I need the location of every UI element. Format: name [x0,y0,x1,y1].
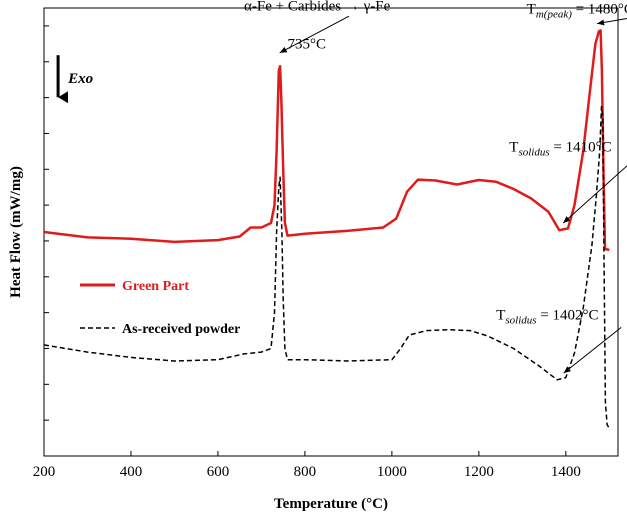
x-tick-label: 200 [33,464,56,480]
annotation-layer: α-Fe + Carbides → γ-Fe 735°C Tm(peak) = 14… [56,0,627,374]
series-line-green-part [43,29,610,252]
annotation-arrow-icon [562,165,627,224]
annotation-arrow-icon [279,15,350,54]
annotation-3: Tsolidus = 1410°C [509,139,611,158]
annotation-1: 735°C [288,36,327,52]
x-tick-label: 600 [207,464,230,480]
x-axis-ticks: 200 400 600 800 1000 1200 1400 [33,451,581,480]
x-tick-label: 1000 [377,464,407,480]
annotation-4: Tsolidus = 1402°C [496,307,598,326]
x-tick-label: 1200 [464,464,494,480]
x-axis-title: Temperature (°C) [274,496,388,512]
legend-label-green-part: Green Part [122,279,189,294]
series-layer [43,29,610,429]
annotation-2: Tm(peak) = 1480°C [527,1,627,20]
legend: Green Part As-received powder [80,279,240,337]
legend-label-as-received: As-received powder [122,322,240,337]
x-tick-label: 1400 [551,464,581,480]
annotation-arrow-icon [597,17,627,26]
series-line-as-received-powder [43,105,610,429]
annotation-arrow-icon [563,326,622,374]
x-tick-label: 800 [294,464,317,480]
annotation-0: α-Fe + Carbides → γ-Fe [244,0,391,14]
y-axis-ticks [44,25,49,421]
x-tick-label: 400 [120,464,143,480]
y-axis-title: Heat Flow (mW/mg) [8,166,24,298]
exo-label: Exo [67,71,93,87]
